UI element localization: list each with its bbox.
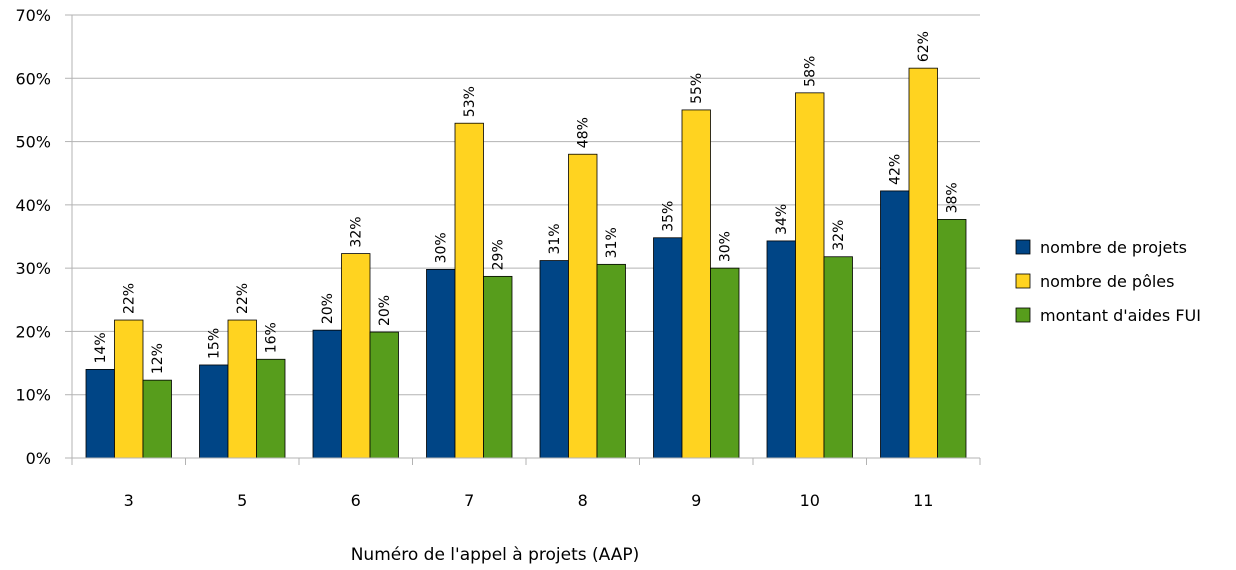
data-label: 30% [434, 232, 450, 263]
x-tick-label: 5 [237, 491, 247, 510]
x-tick-label: 7 [464, 491, 474, 510]
y-tick-label: 50% [15, 133, 51, 152]
x-tick-label: 11 [913, 491, 933, 510]
x-tick-label: 3 [124, 491, 134, 510]
bar-montant-d-aides-fui [823, 256, 853, 459]
bar-nombre-de-projets [539, 260, 569, 459]
bar-montant-d-aides-fui [937, 219, 967, 459]
bar-nombre-de-projets [766, 240, 796, 459]
data-label: 34% [774, 204, 790, 235]
data-label: 48% [576, 117, 592, 148]
bars [85, 67, 967, 459]
y-tick-label: 60% [15, 69, 51, 88]
bar-montant-d-aides-fui [483, 275, 513, 459]
data-label: 32% [349, 216, 365, 247]
data-label: 14% [93, 332, 109, 363]
data-label: 30% [718, 231, 734, 262]
y-tick-label: 0% [26, 449, 51, 468]
bar-nombre-de-p-les [568, 153, 598, 459]
x-axis-title: Numéro de l'appel à projets (AAP) [351, 545, 640, 565]
data-label: 42% [888, 154, 904, 185]
bar-nombre-de-p-les [908, 67, 938, 459]
data-labels: 14% 22% 12% 15% 22% 16% 20% 32% 20% 30% 53% 29% 31% 4… [93, 31, 961, 374]
legend-label: nombre de projets [1040, 238, 1187, 257]
bar-montant-d-aides-fui [596, 263, 626, 459]
x-tick-label: 8 [578, 491, 588, 510]
legend-label: nombre de pôles [1040, 272, 1174, 291]
legend-swatch [1015, 239, 1031, 255]
legend: nombre de projets nombre de pôles montant … [1015, 238, 1201, 325]
legend-swatch [1015, 273, 1031, 289]
data-label: 62% [916, 31, 932, 62]
data-label: 12% [150, 343, 166, 374]
bar-nombre-de-p-les [795, 92, 825, 459]
bar-nombre-de-p-les [454, 122, 484, 459]
legend-label: montant d'aides FUI [1040, 306, 1201, 325]
data-label: 55% [689, 73, 705, 104]
data-label: 31% [547, 223, 563, 254]
bar-nombre-de-projets [312, 329, 342, 459]
data-label: 29% [491, 239, 507, 270]
data-label: 31% [604, 227, 620, 258]
data-label: 35% [661, 201, 677, 232]
y-tick-label: 70% [15, 6, 51, 25]
y-tick-label: 40% [15, 196, 51, 215]
data-label: 53% [462, 86, 478, 117]
bar-nombre-de-p-les [341, 253, 371, 459]
bar-montant-d-aides-fui [142, 379, 172, 459]
x-tick-label: 6 [351, 491, 361, 510]
legend-swatch [1015, 307, 1031, 323]
axes: 0% 10% 20% 30% 40% 50% 60% 70% 3 5 6 7 8 9 10 11 [15, 6, 981, 510]
bar-nombre-de-projets [880, 190, 910, 459]
data-label: 32% [831, 220, 847, 251]
data-label: 20% [377, 295, 393, 326]
y-tick-label: 20% [15, 322, 51, 341]
data-label: 58% [803, 56, 819, 87]
y-tick-label: 10% [15, 386, 51, 405]
bar-montant-d-aides-fui [256, 358, 286, 459]
x-tick-label: 10 [800, 491, 820, 510]
x-tick-label: 9 [691, 491, 701, 510]
y-tick-label: 30% [15, 259, 51, 278]
data-label: 20% [320, 293, 336, 324]
bar-nombre-de-projets [199, 364, 229, 459]
data-label: 38% [945, 182, 961, 213]
bar-montant-d-aides-fui [710, 267, 740, 459]
bar-nombre-de-projets [85, 368, 115, 459]
data-label: 16% [264, 322, 280, 353]
bar-nombre-de-projets [653, 237, 683, 459]
bar-nombre-de-p-les [681, 109, 711, 459]
data-label: 22% [235, 283, 251, 314]
bar-montant-d-aides-fui [369, 331, 399, 459]
bar-nombre-de-p-les [227, 319, 257, 459]
data-label: 15% [207, 328, 223, 359]
bar-nombre-de-projets [426, 269, 456, 459]
bar-nombre-de-p-les [114, 319, 144, 459]
data-label: 22% [122, 283, 138, 314]
